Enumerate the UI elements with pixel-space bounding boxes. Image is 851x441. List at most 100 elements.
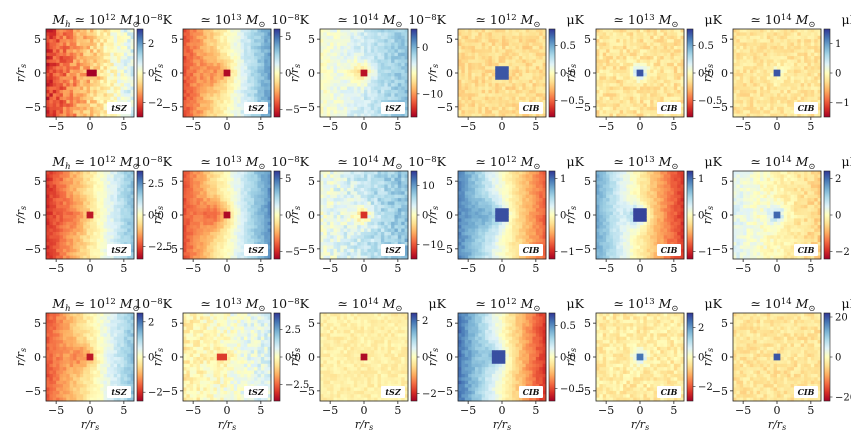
heatmap-cell	[93, 39, 98, 43]
heatmap-cell	[508, 100, 513, 104]
heatmap-cell	[619, 62, 624, 67]
heatmap-cell	[117, 100, 121, 104]
heatmap-cell	[629, 52, 634, 57]
heatmap-cell	[340, 45, 345, 50]
heatmap-cell	[233, 29, 238, 33]
heatmap-cell	[247, 86, 252, 91]
heatmap-cell	[90, 62, 94, 67]
heatmap-cell	[52, 79, 57, 84]
heatmap-cell	[663, 79, 668, 84]
heatmap-cell	[353, 96, 358, 101]
heatmap-cell	[106, 235, 111, 240]
heatmap-cell	[203, 110, 208, 115]
heatmap-cell	[609, 106, 614, 111]
heatmap-cell	[240, 59, 245, 64]
heatmap-cell	[797, 100, 802, 104]
heatmap-cell	[360, 29, 365, 33]
heatmap-cell	[760, 79, 764, 84]
heatmap-cell	[505, 79, 510, 84]
heatmap-cell	[247, 59, 252, 64]
heatmap-cell	[650, 73, 654, 77]
heatmap-cell	[404, 83, 409, 87]
heatmap-cell	[237, 52, 241, 57]
heatmap-cell	[49, 93, 54, 98]
x-tick-label: 5	[807, 120, 814, 133]
heatmap-cell	[237, 69, 241, 74]
panel-tag-box	[519, 102, 543, 114]
heatmap-cell	[353, 110, 358, 115]
heatmap-cell	[130, 215, 135, 219]
heatmap-cell	[525, 62, 530, 67]
heatmap-cell	[76, 79, 81, 84]
colorbar-tick-label: 5	[285, 32, 291, 43]
heatmap-cell	[73, 204, 77, 209]
heatmap-cell	[491, 29, 496, 33]
heatmap-cell	[783, 59, 788, 64]
heatmap-cell	[83, 231, 88, 236]
heatmap-cell	[330, 89, 334, 94]
heatmap-cell	[113, 89, 118, 94]
heatmap-cell	[377, 96, 382, 101]
heatmap-cell	[773, 35, 778, 40]
heatmap-cell	[350, 49, 355, 54]
heatmap-cell	[529, 35, 533, 40]
heatmap-cell	[612, 86, 617, 91]
heatmap-cell	[100, 35, 104, 40]
heatmap-cell	[800, 39, 805, 43]
heatmap-cell	[186, 215, 191, 219]
heatmap-cell	[330, 66, 334, 71]
heatmap-cell	[656, 76, 661, 81]
heatmap-cell	[787, 56, 791, 60]
heatmap-cell	[69, 187, 74, 192]
heatmap-cell	[518, 96, 523, 101]
heatmap-cell	[353, 76, 358, 81]
heatmap-cell	[370, 96, 375, 101]
heatmap-cell	[539, 49, 544, 54]
heatmap-cell	[739, 42, 744, 47]
heatmap-cell	[189, 194, 194, 199]
heatmap-cell	[257, 83, 262, 87]
heatmap-cell	[46, 177, 50, 182]
heatmap-cell	[49, 79, 54, 84]
heatmap-cell	[83, 79, 88, 84]
heatmap-cell	[96, 56, 101, 60]
heatmap-cell	[83, 73, 88, 77]
heatmap-cell	[535, 73, 540, 77]
heatmap-cell	[515, 76, 520, 81]
heatmap-cell	[518, 56, 523, 60]
heatmap-cell	[130, 29, 135, 33]
heatmap-cell	[46, 215, 50, 219]
heatmap-cell	[86, 181, 91, 185]
heatmap-cell	[602, 35, 607, 40]
heatmap-cell	[512, 103, 516, 108]
heatmap-cell	[670, 35, 675, 40]
heatmap-cell	[62, 73, 67, 77]
heatmap-cell	[110, 215, 115, 219]
heatmap-cell	[633, 32, 638, 37]
heatmap-cell	[677, 56, 682, 60]
heatmap-cell	[340, 113, 345, 118]
heatmap-cell	[481, 52, 486, 57]
heatmap-cell	[670, 73, 675, 77]
heatmap-cell	[733, 103, 737, 108]
heatmap-cell	[260, 52, 265, 57]
heatmap-cell	[59, 93, 64, 98]
heatmap-cell	[370, 56, 375, 60]
heatmap-cell	[196, 106, 201, 111]
heatmap-cell	[330, 45, 334, 50]
heatmap-cell	[783, 96, 788, 101]
heatmap-cell	[110, 86, 115, 91]
heatmap-cell	[599, 73, 604, 77]
heatmap-cell	[100, 225, 104, 229]
y-axis-label: r/rs	[426, 64, 440, 82]
heatmap-cell	[113, 56, 118, 60]
heatmap-cell	[186, 218, 191, 223]
heatmap-cell	[673, 35, 678, 40]
heatmap-cell	[640, 76, 644, 81]
heatmap-cell	[66, 177, 71, 182]
heatmap-cell	[374, 93, 378, 98]
heatmap-cell	[532, 52, 537, 57]
heatmap-cell	[746, 93, 751, 98]
heatmap-cell	[643, 45, 648, 50]
heatmap-cell	[680, 106, 685, 111]
